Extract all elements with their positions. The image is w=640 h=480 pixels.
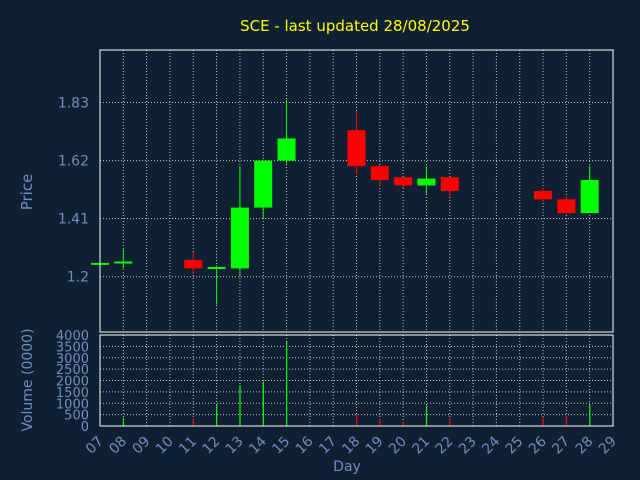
volume-tick-label: 1500: [56, 386, 89, 401]
candle-body: [394, 177, 413, 186]
volume-bar: [286, 341, 288, 426]
volume-tick-label: 2500: [56, 363, 89, 378]
volume-axis-label: Volume (0000): [20, 328, 36, 431]
x-tick-label: 24: [479, 433, 503, 457]
volume-grid: [99, 334, 614, 427]
price-tick-label: 1.41: [58, 212, 89, 228]
volume-bar: [216, 404, 218, 426]
x-tick-label: 27: [549, 434, 573, 458]
volume-tick-label: 3500: [56, 340, 89, 355]
x-tick-label: 11: [176, 434, 200, 458]
candle-body: [230, 207, 249, 269]
volume-bar: [565, 415, 568, 426]
price-y-ticks: 1.2 1.41 1.62 1.83: [58, 96, 89, 286]
volume-tick-label: 3000: [56, 352, 89, 367]
x-tick-label: 07: [83, 434, 107, 458]
volume-bar: [262, 381, 264, 426]
volume-tick-label: 0: [81, 420, 89, 435]
chart-title: SCE - last updated 28/08/2025: [240, 17, 470, 35]
volume-bar: [379, 419, 381, 426]
x-tick-label: 09: [130, 434, 154, 458]
candle-body: [440, 177, 459, 191]
volume-bar: [356, 414, 358, 426]
price-tick-label: 1.62: [58, 154, 89, 170]
volume-bar: [192, 419, 194, 426]
price-plot-frame: [99, 49, 614, 333]
volume-bar: [402, 421, 404, 426]
x-tick-label: 15: [269, 434, 293, 458]
x-tick-label: 13: [223, 434, 247, 458]
volume-tick-label: 4000: [56, 329, 89, 344]
volume-plot-frame: [99, 334, 614, 427]
x-tick-label: 23: [456, 434, 480, 458]
volume-bar: [425, 405, 428, 426]
candle-body: [184, 260, 203, 269]
x-tick-label: 17: [316, 434, 340, 458]
x-tick-label: 10: [153, 434, 177, 458]
x-axis-label: Day: [333, 459, 361, 475]
x-tick-label: 19: [363, 434, 387, 458]
candle-body: [557, 199, 576, 214]
candle-body: [417, 178, 436, 186]
x-tick-label: 14: [246, 433, 270, 457]
volume-bar: [122, 418, 125, 426]
x-tick-label: 22: [433, 434, 457, 458]
volume-bar: [239, 385, 241, 426]
price-candles: [91, 99, 599, 305]
price-tick-label: 1.2: [67, 270, 89, 286]
candle-body: [534, 191, 553, 200]
volume-bar: [542, 416, 544, 426]
x-tick-label: 20: [386, 434, 410, 458]
x-tick-label: 29: [596, 434, 620, 458]
candle-body: [277, 138, 296, 161]
x-tick-label: 12: [199, 434, 223, 458]
volume-tick-label: 2000: [56, 375, 89, 390]
price-tick-label: 1.83: [58, 96, 89, 112]
candle-body: [207, 267, 226, 270]
x-tick-label: 25: [503, 434, 527, 458]
x-tick-label: 18: [339, 434, 363, 458]
volume-tick-label: 500: [64, 409, 89, 424]
candle-body: [347, 130, 366, 167]
volume-bars: [122, 341, 591, 426]
day-x-ticks: 07 08 09 10 11 12 13 14 15 16 17 18 19 20 21 22 23 24 25 26…: [83, 433, 620, 457]
x-tick-label: 21: [409, 434, 433, 458]
x-tick-label: 16: [293, 433, 317, 457]
candle-body: [370, 166, 389, 180]
volume-bar: [449, 418, 451, 426]
candle-body: [580, 179, 599, 214]
x-tick-label: 26: [526, 433, 550, 457]
x-tick-label: 28: [573, 434, 597, 458]
volume-bar: [589, 404, 591, 426]
candle-body: [114, 261, 133, 264]
volume-tick-label: 1000: [56, 397, 89, 412]
candle-body: [254, 160, 273, 208]
x-tick-label: 08: [106, 434, 130, 458]
price-axis-label: Price: [18, 174, 36, 211]
